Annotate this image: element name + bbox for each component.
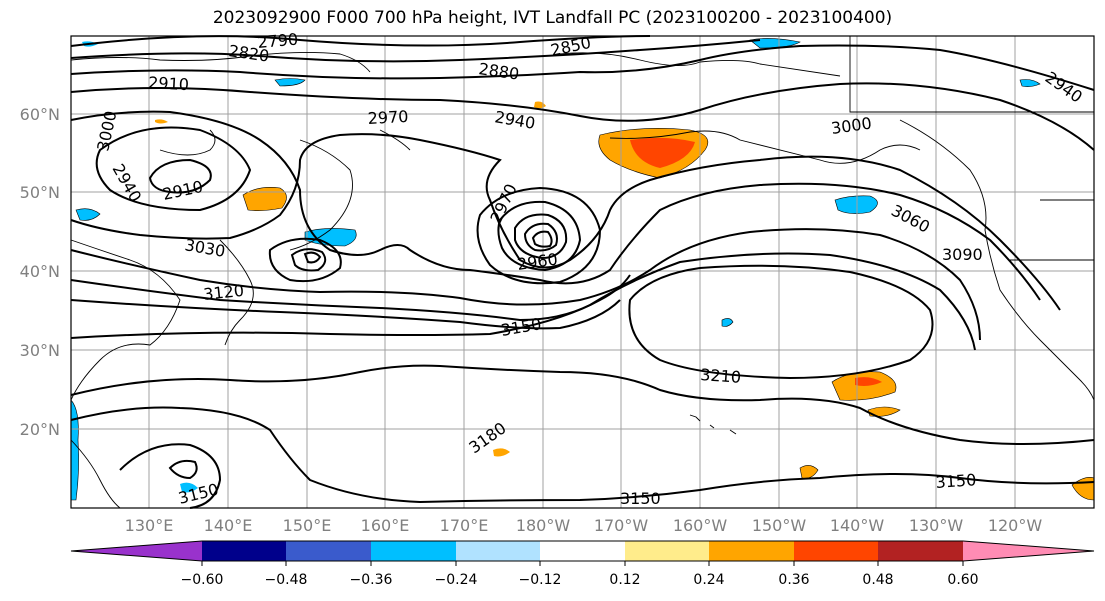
contour-label: 2790: [257, 30, 299, 52]
colorbar-tick-label: −0.12: [519, 572, 562, 588]
height-contours: [70, 35, 1095, 509]
lon-label: 120°W: [988, 516, 1043, 535]
colorbar-swatch: [540, 541, 625, 561]
coastlines: [70, 36, 1095, 509]
map-title: 2023092900 F000 700 hPa height, IVT Land…: [212, 8, 893, 28]
colorbar-swatch: [71, 541, 202, 561]
lon-label: 150°E: [283, 516, 332, 535]
lon-label: 140°W: [830, 516, 885, 535]
longitude-labels: 130°E 140°E 150°E 160°E 170°E 180°W 170°…: [125, 516, 1043, 535]
colorbar-swatch: [963, 541, 1094, 561]
lon-label: 180°W: [516, 516, 571, 535]
colorbar-tick-label: 0.60: [947, 572, 978, 588]
colorbar-tick-label: 0.12: [609, 572, 640, 588]
lon-label: 170°E: [440, 516, 489, 535]
colorbar-tick-label: −0.24: [435, 572, 478, 588]
colorbar-swatch: [371, 541, 456, 561]
lon-label: 170°W: [594, 516, 649, 535]
colorbar-swatch: [878, 541, 963, 561]
lon-label: 150°W: [752, 516, 807, 535]
colorbar-tick-label: −0.36: [350, 572, 393, 588]
contour-label: 3210: [700, 365, 742, 387]
lon-label: 130°E: [125, 516, 174, 535]
colorbar-swatch: [202, 541, 286, 561]
lon-label: 160°E: [361, 516, 410, 535]
contour-label: 2910: [148, 73, 190, 94]
contour-label: 3150: [620, 489, 661, 508]
lon-label: 160°W: [673, 516, 728, 535]
contour-label: 3120: [202, 281, 244, 304]
colorbar-tick-label: 0.36: [778, 572, 809, 588]
colorbar-swatch: [794, 541, 878, 561]
colorbar-tick-label: −0.60: [181, 572, 224, 588]
contour-label: 2970: [367, 107, 409, 128]
contour-label: 3150: [935, 470, 977, 492]
colorbar-swatch: [456, 541, 540, 561]
lat-label: 40°N: [20, 262, 60, 281]
colorbar-tick-label: −0.48: [265, 572, 308, 588]
lon-label: 140°E: [204, 516, 253, 535]
colorbar-swatch: [709, 541, 794, 561]
latitude-labels: 60°N 50°N 40°N 30°N 20°N: [20, 105, 60, 439]
colorbar-tick-label: 0.48: [862, 572, 893, 588]
contour-label: 3090: [942, 245, 983, 264]
lat-label: 20°N: [20, 420, 60, 439]
map-panel: 2820 2790 2850 2880 2910 2940 2970 3000 …: [70, 30, 1095, 509]
lat-label: 30°N: [20, 341, 60, 360]
colorbar: −0.60 −0.48 −0.36 −0.24 −0.12 0.12 0.24 …: [70, 540, 1095, 588]
ivt-shading: [70, 38, 1095, 501]
colorbar-tick-label: 0.24: [693, 572, 724, 588]
colorbar-swatch: [625, 541, 709, 561]
lon-label: 130°W: [909, 516, 964, 535]
colorbar-swatch: [286, 541, 371, 561]
lat-label: 50°N: [20, 183, 60, 202]
lat-label: 60°N: [20, 105, 60, 124]
colorbar-ticks: [201, 561, 964, 566]
